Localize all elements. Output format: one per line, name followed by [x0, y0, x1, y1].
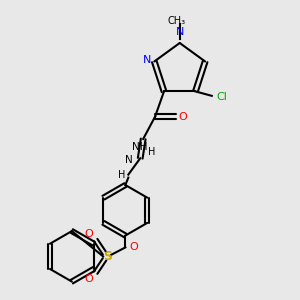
Text: O: O: [179, 112, 188, 122]
Text: N: N: [176, 27, 184, 37]
Text: H: H: [118, 169, 125, 180]
Text: O: O: [130, 242, 139, 252]
Text: NH: NH: [133, 142, 148, 152]
Text: O: O: [84, 229, 93, 238]
Text: S: S: [103, 250, 112, 263]
Text: N: N: [125, 155, 133, 165]
Text: N: N: [143, 55, 151, 65]
Text: CH₃: CH₃: [168, 16, 186, 26]
Text: Cl: Cl: [216, 92, 227, 102]
Text: H: H: [148, 147, 155, 157]
Text: O: O: [84, 274, 93, 284]
